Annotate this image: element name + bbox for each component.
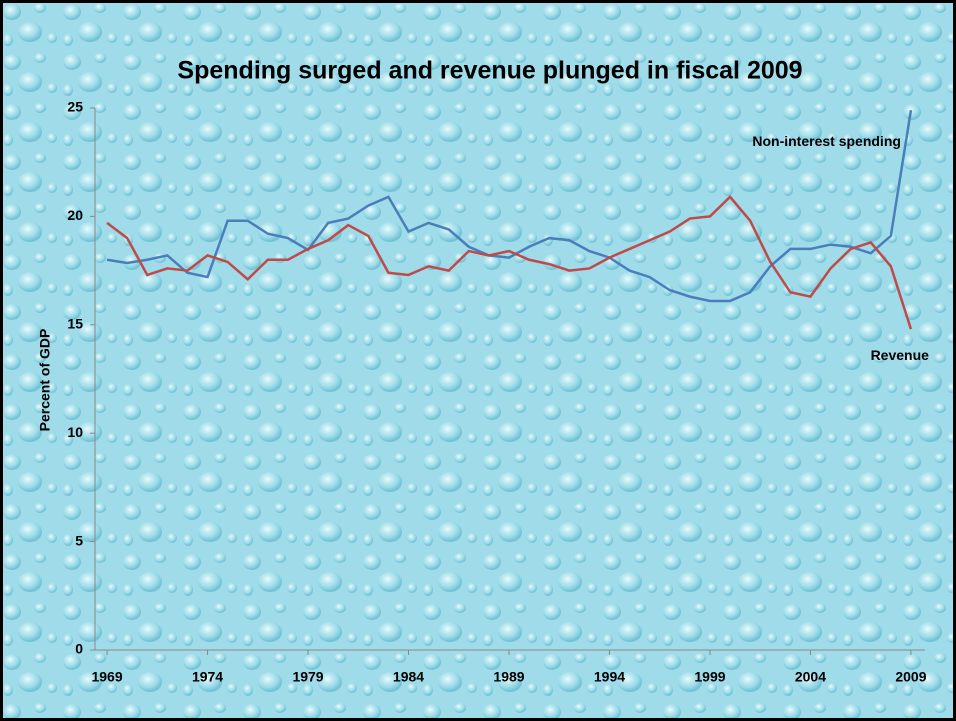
x-tick-label: 1974 [192,669,223,685]
x-tick-label: 1999 [694,669,725,685]
series-label: Non-interest spending [752,133,901,149]
x-tick-label: 1969 [91,669,122,685]
x-tick-label: 1994 [594,669,625,685]
x-tick-label: 1989 [493,669,524,685]
x-tick-label: 2009 [895,669,926,685]
y-tick-label: 10 [67,424,83,440]
y-axis-label: Percent of GDP [37,329,53,432]
y-tick-label: 5 [75,532,83,548]
y-tick-label: 20 [67,207,83,223]
x-tick-label: 1979 [292,669,323,685]
series-line [106,109,913,303]
series-line [106,195,913,330]
y-tick-label: 25 [67,99,83,115]
x-tick-label: 2004 [795,669,826,685]
background [3,3,953,718]
x-tick-label: 1984 [393,669,424,685]
y-tick-label: 15 [67,316,83,332]
y-tick-label: 0 [75,641,83,657]
chart-title: Spending surged and revenue plunged in f… [177,57,802,85]
series-label: Revenue [871,347,930,363]
